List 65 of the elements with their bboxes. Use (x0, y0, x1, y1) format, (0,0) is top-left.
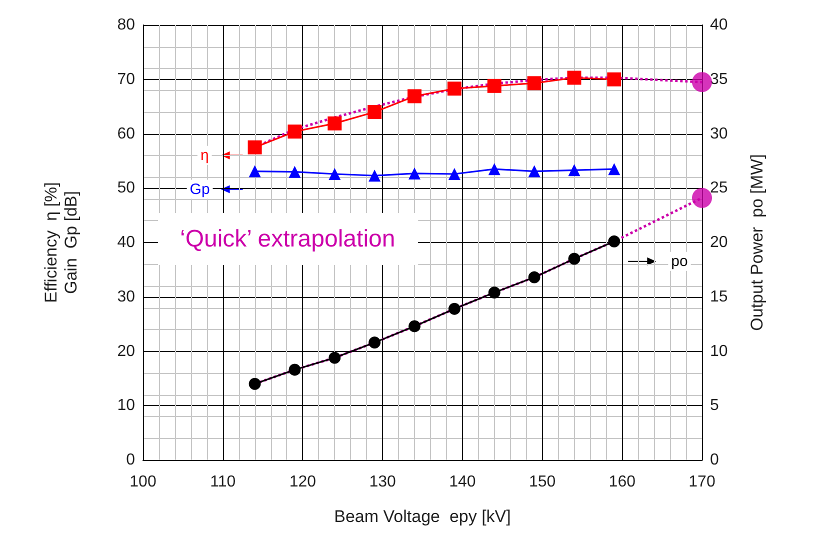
point (608, 163, 620, 176)
point (692, 72, 712, 92)
x-tick-label: 170 (688, 474, 716, 490)
point (447, 82, 462, 96)
point (288, 364, 301, 376)
point (528, 271, 540, 284)
point (248, 140, 262, 154)
point (607, 72, 622, 86)
point (527, 76, 542, 90)
y2-tick-label: 25 (710, 180, 728, 197)
point (408, 320, 421, 332)
legend-label: Gp (190, 180, 210, 198)
text: po (671, 252, 688, 270)
y2-tick-label: 10 (710, 342, 728, 360)
y-tick-label: 50 (117, 180, 136, 197)
x-tick-label: 110 (210, 474, 236, 490)
y2-tick-label: 35 (710, 70, 728, 88)
point (528, 165, 540, 178)
point (248, 378, 261, 390)
point (368, 336, 381, 349)
point (408, 167, 421, 180)
point (288, 166, 301, 178)
y2-tick-label: 30 (710, 125, 728, 142)
point (328, 352, 341, 364)
point (328, 168, 341, 180)
y-tick-label: 80 (117, 16, 136, 34)
point (368, 170, 381, 182)
y2-tick-label: 40 (710, 16, 728, 34)
legend-label: η (200, 146, 209, 164)
y-tick-label: 10 (117, 397, 136, 414)
x-tick-label: 130 (369, 474, 396, 490)
point (488, 286, 500, 299)
x-tick-label: 160 (608, 474, 636, 490)
point (487, 78, 502, 93)
x-tick-label: 120 (289, 474, 316, 490)
point (488, 163, 500, 176)
point (328, 116, 342, 130)
y-tick-label: 40 (117, 234, 136, 251)
point (368, 105, 382, 119)
point (448, 168, 460, 180)
point (567, 70, 582, 85)
y-tick-label: 0 (126, 452, 136, 468)
point (448, 302, 460, 315)
y-tick-label: 70 (117, 70, 136, 88)
point (408, 89, 422, 104)
y-tick-label: 20 (117, 342, 136, 360)
y-tick-label: 60 (117, 125, 136, 142)
point (568, 164, 580, 176)
y-axis-title: Efficiency η [%] Gain Gp [dB] (42, 182, 80, 303)
point (692, 188, 712, 208)
point (248, 165, 261, 178)
point (608, 235, 620, 248)
x-tick-label: 140 (449, 474, 476, 490)
y2-tick-label: 5 (710, 397, 719, 414)
point (568, 252, 580, 265)
y2-axis-title: Output Power po [MW] (748, 154, 766, 331)
x-tick-label: 150 (528, 474, 556, 490)
y-tick-label: 30 (117, 288, 136, 306)
y2-tick-label: 20 (710, 234, 728, 251)
point (288, 124, 302, 139)
x-axis-title: Beam Voltage epy [kV] (334, 507, 511, 526)
annotation: ‘Quick’ extrapolation (180, 226, 396, 252)
x-tick-label: 100 (130, 474, 156, 490)
y2-tick-label: 15 (710, 288, 728, 306)
y2-tick-label: 0 (710, 452, 719, 468)
